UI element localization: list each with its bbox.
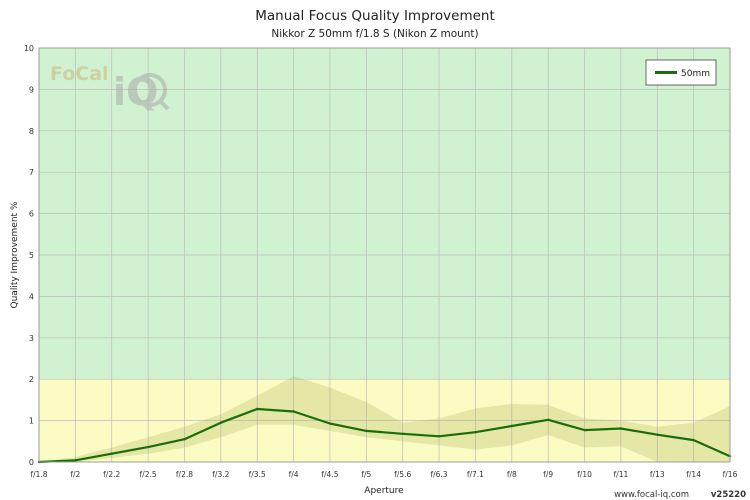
legend: 50mm bbox=[645, 59, 717, 86]
data-point bbox=[74, 459, 77, 462]
x-tick-label: f/2 bbox=[70, 470, 80, 479]
y-axis-title: Quality Improvement % bbox=[10, 201, 20, 308]
y-tick-label: 3 bbox=[29, 334, 34, 343]
data-point bbox=[656, 433, 659, 436]
x-tick-label: f/2.2 bbox=[103, 470, 120, 479]
y-tick-label: 0 bbox=[29, 458, 34, 467]
x-tick-label: f/16 bbox=[723, 470, 738, 479]
data-point bbox=[510, 424, 513, 428]
legend-label: 50mm bbox=[681, 69, 710, 79]
data-point bbox=[110, 452, 113, 455]
series-lines bbox=[37, 407, 732, 464]
x-axis-title: Aperture bbox=[364, 486, 404, 496]
y-tick-label: 5 bbox=[29, 251, 34, 260]
footer-site: www.focal-iq.com bbox=[614, 490, 689, 500]
series-range-area bbox=[39, 376, 730, 462]
y-tick-label: 8 bbox=[29, 127, 34, 136]
x-tick-label: f/6.3 bbox=[430, 470, 447, 479]
footer: www.focal-iq.com v25220 bbox=[614, 490, 746, 500]
data-point bbox=[692, 438, 695, 442]
x-tick-label: f/2.8 bbox=[176, 470, 193, 479]
y-axis-ticks: 0 1 2 3 4 5 6 7 8 9 10 bbox=[24, 44, 34, 467]
series-line-50mm bbox=[38, 407, 731, 464]
footer-version: v25220 bbox=[711, 490, 746, 500]
y-tick-label: 10 bbox=[24, 44, 34, 53]
confidence-band bbox=[39, 376, 730, 462]
data-point bbox=[146, 445, 150, 449]
y-tick-label: 2 bbox=[29, 375, 34, 384]
focal-logo-text: FoCal bbox=[50, 63, 109, 85]
x-tick-label: f/5 bbox=[361, 470, 371, 479]
data-point bbox=[437, 435, 441, 438]
x-tick-label: f/4.5 bbox=[321, 470, 338, 479]
chart-title: Manual Focus Quality Improvement bbox=[255, 8, 495, 24]
x-tick-label: f/7.1 bbox=[467, 470, 484, 479]
y-tick-label: 6 bbox=[29, 210, 34, 219]
data-point bbox=[328, 422, 332, 425]
x-tick-label: f/4 bbox=[289, 470, 299, 479]
x-tick-label: f/1.8 bbox=[30, 470, 47, 479]
plot-border bbox=[38, 47, 731, 463]
data-point bbox=[219, 421, 223, 424]
x-tick-label: f/14 bbox=[686, 470, 701, 479]
magnifier-icon bbox=[133, 73, 167, 107]
x-tick-label: f/3.5 bbox=[249, 470, 266, 479]
grid-lines bbox=[39, 48, 730, 462]
y-tick-label: 1 bbox=[29, 417, 34, 426]
magnifier-handle-icon bbox=[158, 99, 170, 111]
y-tick-label: 9 bbox=[29, 85, 34, 94]
data-point bbox=[546, 418, 550, 421]
y-tick-label: 4 bbox=[29, 292, 34, 301]
focal-iq-watermark: FoCal iQ bbox=[50, 63, 170, 114]
data-point bbox=[401, 432, 404, 436]
data-point bbox=[292, 410, 295, 413]
data-point bbox=[365, 429, 368, 433]
data-point bbox=[474, 430, 477, 434]
x-tick-label: f/8 bbox=[507, 470, 517, 479]
chart-subtitle: Nikkor Z 50mm f/1.8 S (Nikon Z mount) bbox=[271, 28, 478, 40]
data-point bbox=[583, 428, 586, 432]
y-tick-label: 7 bbox=[29, 168, 34, 177]
x-tick-label: f/10 bbox=[577, 470, 592, 479]
x-tick-label: f/2.5 bbox=[140, 470, 157, 479]
x-tick-label: f/3.2 bbox=[212, 470, 229, 479]
x-tick-label: f/5.6 bbox=[394, 470, 411, 479]
x-tick-label: f/9 bbox=[543, 470, 553, 479]
x-tick-label: f/13 bbox=[650, 470, 665, 479]
x-tick-label: f/11 bbox=[614, 470, 629, 479]
data-point bbox=[183, 438, 186, 441]
data-point bbox=[256, 407, 259, 411]
x-axis-ticks: f/1.8 f/2 f/2.2 f/2.5 f/2.8 f/3.2 f/3.5 f/4 f/4.… bbox=[30, 470, 737, 479]
data-point bbox=[619, 427, 623, 430]
